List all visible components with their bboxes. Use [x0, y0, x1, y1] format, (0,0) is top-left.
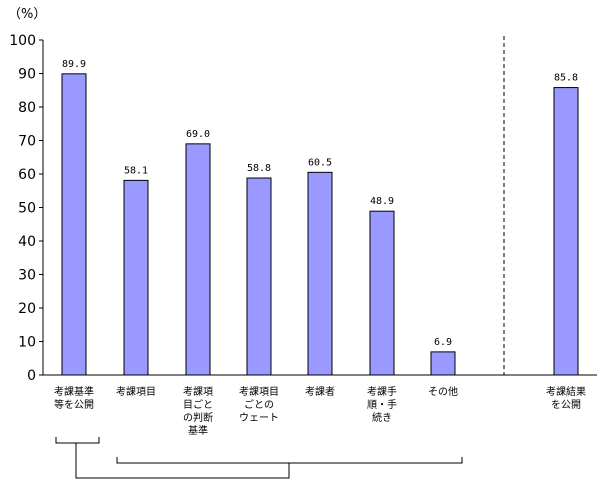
bracket-connector — [75, 443, 290, 479]
y-tick-label: 20 — [18, 301, 36, 317]
bar — [307, 171, 333, 376]
bar — [246, 177, 272, 376]
y-tick-label: 100 — [9, 33, 36, 49]
y-tick-label: 70 — [18, 134, 36, 150]
y-tick-label: 80 — [18, 100, 36, 116]
bar — [185, 143, 211, 376]
x-category-label: 考課項目ごとのウェート — [239, 385, 279, 424]
y-tick-label: 90 — [18, 67, 36, 83]
bar-value-label: 89.9 — [62, 59, 86, 70]
x-category-label: 考課者 — [305, 385, 335, 398]
x-category-label: 考課結果を公開 — [546, 385, 586, 411]
x-category-label: 考課項目ごとの判断基準 — [183, 385, 213, 437]
x-category-label: 考課項目 — [116, 385, 156, 398]
bar-value-label: 48.9 — [370, 196, 394, 207]
y-tick-label: 30 — [18, 268, 36, 284]
y-tick-label: 60 — [18, 167, 36, 183]
bar-value-label: 58.1 — [124, 165, 148, 176]
y-tick-label: 40 — [18, 234, 36, 250]
y-tick-label: 50 — [18, 201, 36, 217]
x-category-label: その他 — [428, 385, 458, 398]
bar — [61, 73, 87, 376]
y-tick-label: 0 — [27, 368, 36, 384]
bracket-small — [55, 437, 100, 444]
x-category-label: 考課手順・手続き — [367, 385, 397, 424]
bar — [553, 87, 579, 376]
bar-value-label: 60.5 — [308, 157, 332, 168]
y-axis-unit-label: （%） — [8, 7, 46, 22]
bracket-large — [116, 457, 463, 464]
bar — [430, 351, 456, 376]
bar-value-label: 58.8 — [247, 163, 271, 174]
bar-value-label: 69.0 — [186, 129, 210, 140]
bar-value-label: 85.8 — [554, 73, 578, 84]
bar-value-label: 6.9 — [434, 337, 452, 348]
x-category-label: 考課基準等を公開 — [54, 385, 94, 411]
bar — [369, 210, 395, 376]
bar — [123, 179, 149, 376]
y-tick-label: 10 — [18, 335, 36, 351]
